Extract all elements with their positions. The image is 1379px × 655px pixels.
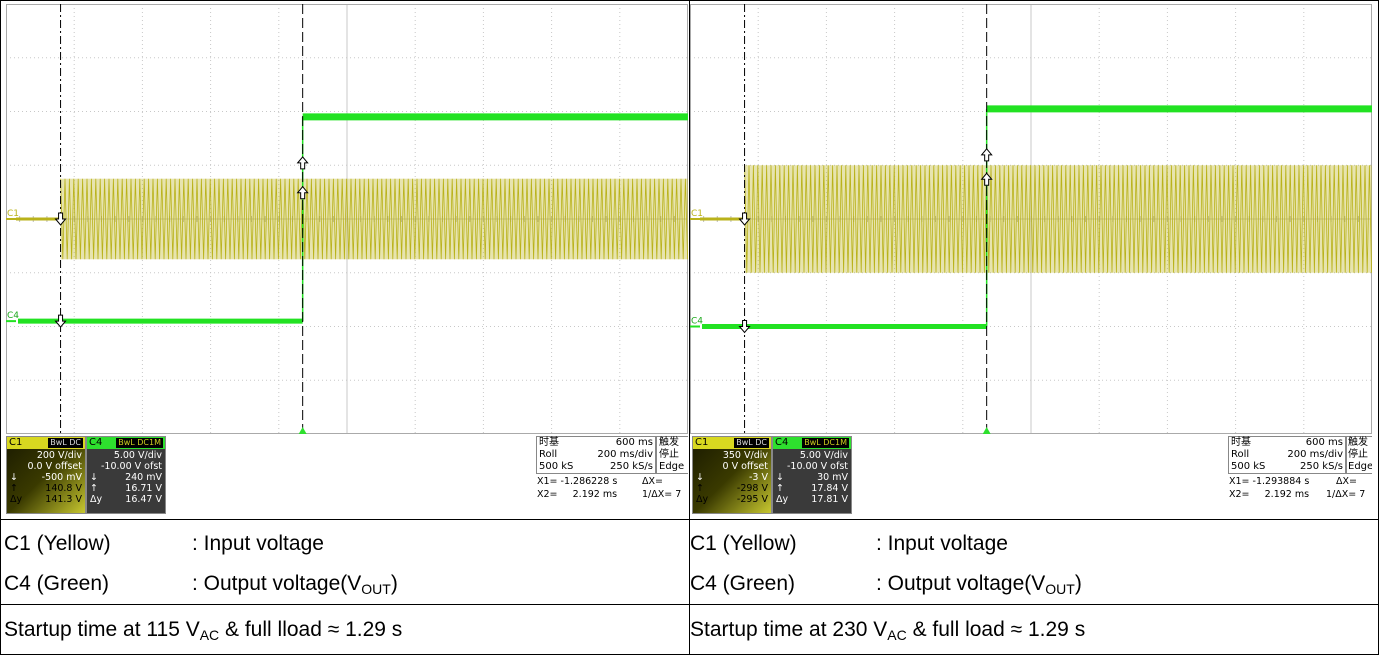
caption-c4-name-right: C4 (Green) [690, 572, 796, 595]
timebase-value-right: 600 ms [1305, 437, 1343, 448]
cursor-arrow-c4-x2 [296, 156, 309, 170]
channel-label-c1: C1 [7, 209, 19, 219]
ch1-box-right: C1 BwL DC 350 V/div 0 V offset ↓ -3 V ↑ … [692, 436, 772, 514]
timebase-box-left: 时基 600 ms Roll 200 ms/div 500 kS 250 kS/… [536, 436, 656, 474]
ch4-max-left: 16.71 V [125, 483, 162, 494]
cursor-arrow-c4-x1 [738, 320, 751, 334]
cursor-arrow-c1-x2 [296, 185, 309, 200]
ch1-min-left: -500 mV [41, 472, 82, 483]
ch1-vdiv-left: 200 V/div [36, 450, 82, 461]
cursor-arrow-c4-x1 [54, 314, 67, 328]
caption-c1-desc-left: : Input voltage [192, 532, 324, 555]
c1-burst-wave [60, 178, 688, 260]
waveform-plot-left: C1 C4 [6, 4, 688, 434]
trigger-marker [298, 427, 307, 434]
cursor-x2-right: X2= 2.192 ms [1229, 489, 1310, 500]
waveform-plot-right: C1 C4 [690, 4, 1372, 434]
startup-text-left: Startup time at 115 VAC & full lload ≈ 1… [4, 618, 403, 643]
ch1-vdiv-right: 350 V/div [722, 450, 768, 461]
ch4-max-right: 17.84 V [811, 483, 848, 494]
c1-burst-wave [744, 165, 1372, 273]
caption-c1-desc-right: : Input voltage [876, 532, 1008, 555]
caption-c4-desc-left: : Output voltage(VOUT) [192, 572, 398, 597]
channel-label-c4: C4 [691, 317, 703, 327]
ch1-dy-left: 141.3 V [45, 494, 82, 505]
ch4-box-left: C4 BwL DC1M 5.00 V/div -10.00 V ofst ↓ 2… [86, 436, 166, 514]
ch4-dy-right: 17.81 V [811, 494, 848, 505]
ch4-vdiv-left: 5.00 V/div [113, 450, 162, 461]
cursor-arrow-c4-x2 [980, 148, 993, 162]
ch4-box-right: C4 BwL DC1M 5.00 V/div -10.00 V ofst ↓ 3… [772, 436, 852, 514]
channel-panel-left: C1 BwL DC 200 V/div 0.0 V offset ↓ -500 … [6, 434, 688, 516]
ch1-dy-right: -295 V [736, 494, 768, 505]
cursor-arrow-c1-x1 [738, 212, 751, 226]
timebase-tdiv-right: 200 ms/div [1287, 449, 1343, 460]
scope-left: C1 C4 C1 BwL DC 200 V/div 0.0 V offset ↓ … [6, 4, 688, 516]
ch4-min-left: 240 mV [125, 472, 162, 483]
ch4-dy-left: 16.47 V [125, 494, 162, 505]
channel-label-c4: C4 [7, 311, 19, 321]
trigger-box-right: 触发 停止 Edge [1346, 436, 1372, 474]
caption-c1-name-left: C1 (Yellow) [4, 532, 111, 555]
ch1-offset-left: 0.0 V offset [27, 461, 82, 472]
cursor-arrow-c1-x1 [54, 212, 67, 226]
caption-c4-desc-right: : Output voltage(VOUT) [876, 572, 1082, 597]
scope-right: C1 C4 C1 BwL DC 350 V/div 0 V offset ↓ -3… [690, 4, 1372, 516]
ch4-tag-left: C4 [89, 437, 103, 448]
ch4-offset-left: -10.00 V ofst [101, 461, 162, 472]
timebase-tdiv-left: 200 ms/div [597, 449, 653, 460]
ch4-tag-right: C4 [775, 437, 789, 448]
ch1-min-right: -3 V [749, 472, 768, 483]
ch1-max-right: -298 V [736, 483, 768, 494]
channel-panel-right: C1 BwL DC 350 V/div 0 V offset ↓ -3 V ↑ … [690, 434, 1372, 516]
trigger-box-left: 触发 停止 Edge [656, 436, 688, 474]
startup-cell-right [689, 604, 1379, 655]
timebase-value-left: 600 ms [615, 437, 653, 448]
timebase-box-right: 时基 600 ms Roll 200 ms/div 500 kS 250 kS/… [1228, 436, 1346, 474]
ch1-max-left: 140.8 V [45, 483, 82, 494]
ch1-tag-right: C1 [695, 437, 709, 448]
trigger-marker [982, 427, 991, 434]
channel-label-c1: C1 [691, 209, 703, 219]
ch1-box-left: C1 BwL DC 200 V/div 0.0 V offset ↓ -500 … [6, 436, 86, 514]
caption-c4-name-left: C4 (Green) [4, 572, 110, 595]
caption-cell-right [689, 519, 1379, 605]
startup-text-right: Startup time at 230 VAC & full load ≈ 1.… [690, 618, 1086, 643]
ch4-offset-right: -10.00 V ofst [787, 461, 848, 472]
cursor-x2-left: X2= 2.192 ms [537, 489, 618, 500]
ch1-tag-left: C1 [9, 437, 23, 448]
ch1-offset-right: 0 V offset [722, 461, 768, 472]
cursor-arrow-c1-x2 [980, 172, 993, 186]
ch4-min-right: 30 mV [817, 472, 848, 483]
caption-c1-name-right: C1 (Yellow) [690, 532, 797, 555]
cursor-x1-right: X1= -1.293884 s [1229, 476, 1310, 487]
ch4-vdiv-right: 5.00 V/div [799, 450, 848, 461]
cursor-x1-left: X1= -1.286228 s [537, 476, 618, 487]
